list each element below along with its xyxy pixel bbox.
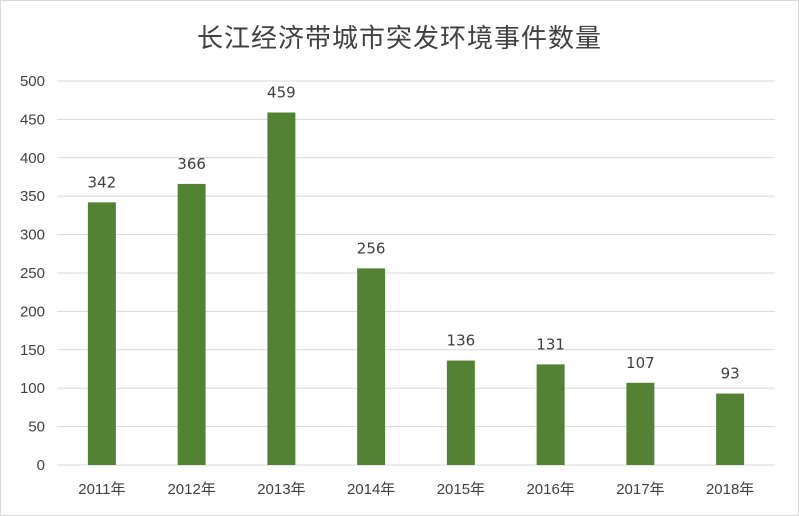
- data-label: 107: [626, 354, 655, 372]
- x-category-label: 2012年: [167, 481, 215, 498]
- bar: [267, 112, 296, 465]
- y-tick-label: 200: [20, 303, 45, 320]
- data-label: 366: [177, 155, 206, 173]
- bar: [177, 183, 206, 466]
- y-tick-label: 0: [37, 457, 45, 474]
- y-tick-label: 500: [20, 73, 45, 90]
- x-category-label: 2013年: [257, 481, 305, 498]
- data-label: 136: [447, 332, 476, 350]
- x-category-label: 2011年: [78, 481, 125, 498]
- bars: [87, 112, 745, 466]
- x-category-label: 2015年: [437, 481, 485, 498]
- x-category-label: 2014年: [347, 481, 395, 498]
- bar: [357, 268, 386, 465]
- bar: [536, 364, 565, 465]
- y-tick-label: 250: [20, 265, 45, 282]
- data-labels: 342 366 459 256 136 131 107 93: [88, 83, 740, 382]
- y-tick-label: 100: [20, 380, 45, 397]
- x-category-label: 2017年: [616, 481, 664, 498]
- data-label: 342: [88, 173, 117, 191]
- y-axis-tick-labels: 0 50 100 150 200 250 300 350 400 450 500: [20, 73, 45, 474]
- y-tick-label: 350: [20, 188, 45, 205]
- data-label: 459: [267, 83, 296, 101]
- y-tick-label: 300: [20, 227, 45, 244]
- y-tick-label: 400: [20, 150, 45, 167]
- data-label: 256: [357, 239, 386, 257]
- y-tick-label: 450: [20, 111, 45, 128]
- y-tick-label: 50: [28, 419, 45, 436]
- chart-title: 长江经济带城市突发环境事件数量: [196, 24, 602, 54]
- x-category-label: 2018年: [706, 481, 754, 498]
- bar: [626, 382, 655, 465]
- bar: [87, 202, 116, 465]
- data-label: 93: [721, 365, 740, 383]
- bar: [716, 393, 745, 465]
- bar: [446, 360, 475, 465]
- y-tick-label: 150: [20, 342, 45, 359]
- gridlines: [57, 80, 775, 466]
- data-label: 131: [536, 335, 565, 353]
- x-axis-category-labels: 2011年 2012年 2013年 2014年 2015年 2016年 2017年 2018年: [78, 481, 754, 498]
- x-category-label: 2016年: [526, 481, 574, 498]
